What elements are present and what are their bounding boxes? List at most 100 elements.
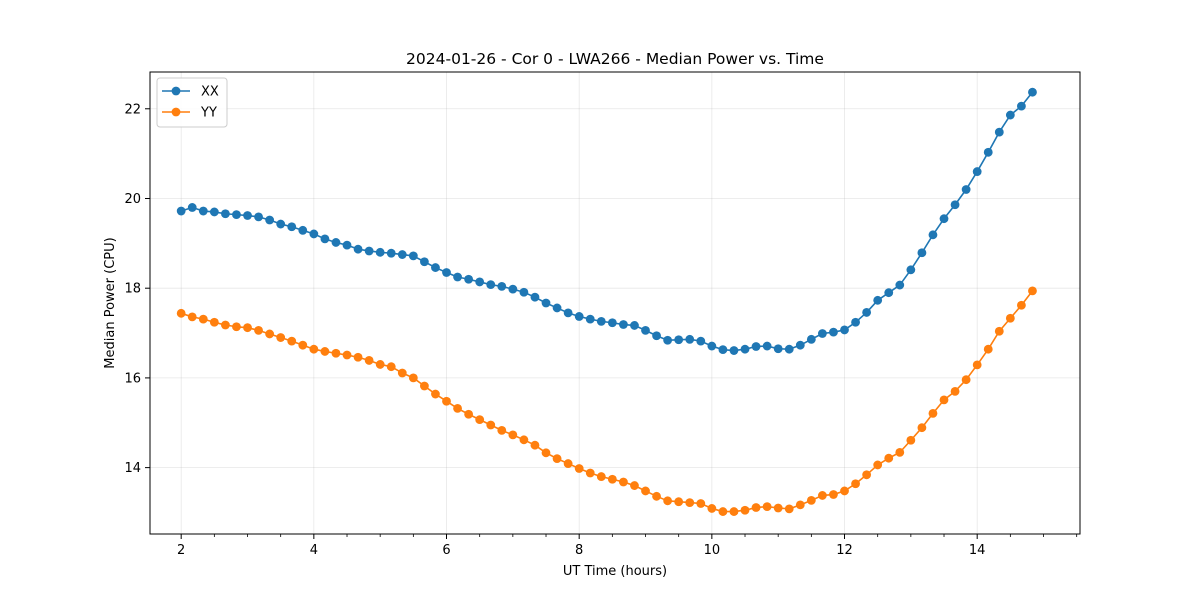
- data-point-xx: [364, 246, 374, 256]
- data-point-yy: [254, 325, 263, 335]
- data-point-xx: [408, 251, 418, 261]
- data-point-xx: [829, 327, 838, 337]
- data-point-xx: [552, 303, 562, 313]
- data-point-yy: [574, 464, 584, 473]
- data-point-yy: [497, 425, 507, 435]
- data-point-yy: [563, 459, 573, 468]
- data-point-xx: [718, 345, 728, 355]
- data-point-xx: [906, 265, 916, 275]
- data-point-yy: [630, 481, 639, 490]
- data-point-xx: [729, 346, 739, 355]
- data-point-xx: [209, 207, 219, 217]
- data-point-yy: [596, 472, 606, 481]
- data-point-yy: [464, 409, 474, 419]
- data-point-xx: [674, 335, 684, 345]
- data-point-xx: [475, 277, 485, 287]
- data-point-yy: [176, 308, 186, 318]
- data-point-xx: [961, 185, 971, 194]
- data-point-xx: [596, 316, 606, 326]
- data-point-yy: [983, 344, 993, 354]
- data-point-yy: [508, 430, 518, 440]
- data-point-xx: [851, 317, 860, 327]
- data-point-yy: [972, 360, 982, 370]
- data-point-xx: [442, 268, 451, 277]
- data-point-xx: [663, 335, 673, 345]
- y-tick-label: 18: [124, 282, 141, 297]
- data-point-xx: [331, 238, 341, 247]
- data-point-yy: [862, 470, 872, 480]
- data-point-xx: [464, 274, 474, 284]
- data-point-xx: [386, 248, 396, 258]
- data-point-yy: [818, 491, 827, 500]
- data-point-yy: [309, 344, 319, 354]
- data-point-yy: [773, 503, 783, 513]
- data-point-xx: [232, 210, 241, 220]
- data-point-xx: [806, 334, 816, 344]
- data-point-yy: [696, 499, 706, 508]
- data-point-yy: [641, 486, 650, 496]
- data-point-yy: [840, 486, 849, 496]
- data-point-xx: [895, 280, 905, 290]
- data-point-yy: [884, 453, 894, 463]
- data-point-xx: [630, 321, 639, 330]
- data-point-yy: [397, 368, 407, 378]
- data-point-yy: [707, 504, 717, 513]
- series-yy: [176, 286, 1037, 516]
- data-point-yy: [209, 317, 219, 327]
- data-point-yy: [198, 314, 208, 324]
- data-point-yy: [232, 322, 241, 332]
- data-point-yy: [652, 491, 661, 501]
- data-point-xx: [818, 329, 827, 338]
- data-point-yy: [276, 333, 286, 342]
- data-point-xx: [641, 325, 650, 335]
- data-point-yy: [718, 507, 728, 516]
- data-point-yy: [939, 395, 949, 405]
- data-point-xx: [950, 200, 960, 210]
- data-point-yy: [585, 468, 595, 478]
- chart-title: 2024-01-26 - Cor 0 - LWA266 - Median Pow…: [406, 50, 824, 68]
- data-point-yy: [420, 381, 429, 391]
- data-point-xx: [497, 282, 507, 291]
- grid-lines: [150, 72, 1080, 534]
- x-tick-label: 2: [177, 543, 185, 558]
- x-tick-label: 14: [969, 543, 986, 558]
- x-tick-label: 8: [575, 543, 583, 558]
- data-point-yy: [453, 404, 462, 413]
- x-tick-label: 10: [704, 543, 721, 558]
- data-point-xx: [265, 215, 275, 225]
- data-point-yy: [552, 454, 562, 464]
- data-point-yy: [486, 420, 496, 430]
- data-point-yy: [950, 386, 960, 396]
- x-tick-label: 12: [836, 543, 853, 558]
- data-point-yy: [442, 396, 451, 406]
- data-point-xx: [983, 147, 993, 157]
- data-point-yy: [265, 329, 275, 339]
- legend-label-yy: YY: [200, 106, 217, 121]
- data-point-yy: [607, 474, 617, 484]
- data-point-xx: [740, 344, 750, 354]
- data-point-xx: [1028, 87, 1037, 97]
- data-point-yy: [221, 320, 230, 330]
- data-point-xx: [972, 167, 982, 176]
- data-point-xx: [176, 206, 186, 216]
- data-point-xx: [652, 331, 661, 341]
- y-tick-label: 14: [124, 461, 141, 476]
- data-point-xx: [773, 344, 783, 354]
- data-point-yy: [475, 415, 485, 425]
- data-point-xx: [840, 325, 849, 335]
- data-point-xx: [353, 244, 363, 254]
- data-point-yy: [994, 326, 1004, 336]
- data-point-yy: [431, 389, 440, 399]
- data-point-xx: [453, 272, 462, 282]
- legend: XX YY: [156, 77, 228, 128]
- x-tick-label: 4: [310, 543, 318, 558]
- data-point-yy: [961, 375, 971, 385]
- data-point-xx: [994, 127, 1004, 137]
- data-point-yy: [386, 362, 396, 372]
- data-point-yy: [895, 447, 905, 457]
- data-point-xx: [198, 206, 208, 216]
- data-point-xx: [784, 344, 794, 354]
- data-point-yy: [784, 504, 794, 514]
- y-tick-label: 22: [124, 102, 141, 117]
